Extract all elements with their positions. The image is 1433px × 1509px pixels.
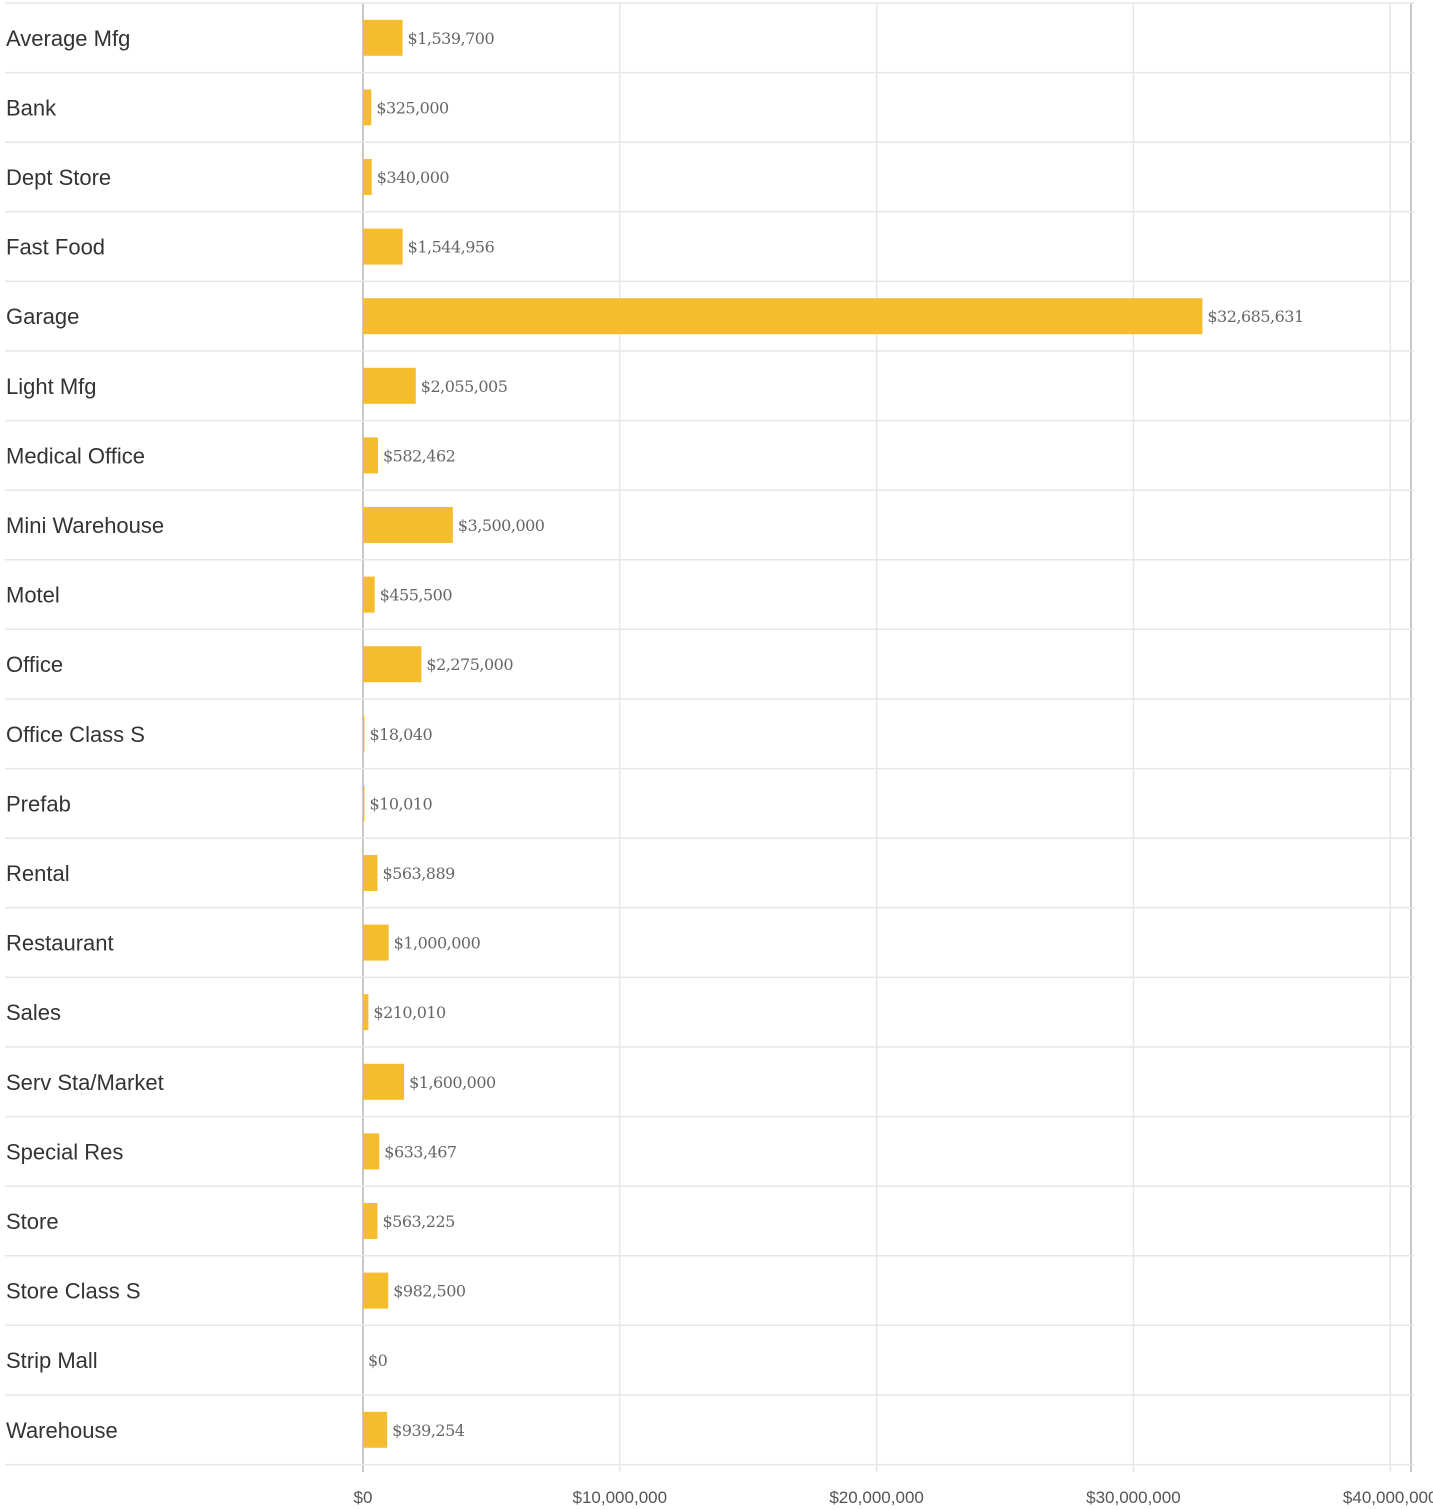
- data-label: $325,000: [376, 98, 449, 117]
- category-label: Motel: [6, 583, 60, 608]
- bar[interactable]: [363, 1063, 405, 1100]
- category-label: Office Class S: [6, 722, 145, 747]
- x-tick-label: $0: [354, 1488, 373, 1507]
- category-label: Warehouse: [6, 1418, 118, 1443]
- category-label: Sales: [6, 1000, 61, 1025]
- bar[interactable]: [363, 1411, 388, 1448]
- x-tick-label: $30,000,000: [1086, 1488, 1181, 1507]
- category-label: Serv Sta/Market: [6, 1070, 164, 1095]
- bar[interactable]: [363, 228, 403, 265]
- category-labels: Average Mfg Bank Dept Store Fast Food Garage…: [6, 26, 164, 1443]
- data-label: $0: [368, 1351, 388, 1370]
- data-label: $210,010: [373, 1003, 446, 1022]
- bar[interactable]: [363, 159, 372, 195]
- category-label: Special Res: [6, 1139, 123, 1164]
- data-label: $10,010: [370, 794, 433, 813]
- bar[interactable]: [363, 298, 1203, 335]
- data-label: $1,539,700: [408, 29, 495, 48]
- category-label: Light Mfg: [6, 374, 97, 399]
- value-labels: $1,539,700 $325,000 $340,000 $1,544,956 $32,…: [368, 29, 1304, 1440]
- bar[interactable]: [363, 994, 369, 1031]
- data-label: $939,254: [392, 1421, 465, 1440]
- data-label: $633,467: [384, 1142, 457, 1161]
- bar[interactable]: [363, 1133, 380, 1170]
- bars: [363, 19, 1203, 1448]
- category-label: Bank: [6, 95, 57, 120]
- data-label: $563,889: [382, 864, 455, 883]
- bar[interactable]: [363, 715, 365, 752]
- category-label: Average Mfg: [6, 26, 130, 51]
- category-label: Store Class S: [6, 1279, 141, 1304]
- category-label: Garage: [6, 304, 79, 329]
- bar[interactable]: [363, 437, 378, 474]
- bar[interactable]: [363, 924, 389, 961]
- data-label: $582,462: [383, 446, 455, 465]
- bar[interactable]: [363, 1203, 378, 1239]
- category-label: Fast Food: [6, 235, 105, 260]
- row-separators: [5, 2, 1414, 1466]
- bar[interactable]: [363, 507, 453, 543]
- category-label: Rental: [6, 861, 70, 886]
- bar[interactable]: [363, 785, 365, 822]
- data-label: $1,544,956: [408, 238, 495, 257]
- data-label: $2,275,000: [426, 655, 513, 674]
- category-label: Mini Warehouse: [6, 513, 164, 538]
- bar[interactable]: [363, 19, 403, 56]
- x-tick-label: $40,000,000: [1343, 1488, 1433, 1507]
- bar[interactable]: [363, 646, 422, 683]
- x-tick-label: $10,000,000: [573, 1488, 668, 1507]
- data-label: $3,500,000: [458, 516, 545, 535]
- data-label: $455,500: [380, 586, 453, 605]
- data-label: $340,000: [377, 168, 450, 187]
- category-label: Office: [6, 652, 63, 677]
- bar[interactable]: [363, 576, 375, 613]
- data-label: $2,055,005: [421, 377, 508, 396]
- bar[interactable]: [363, 855, 378, 891]
- category-label: Prefab: [6, 791, 71, 816]
- category-label: Strip Mall: [6, 1348, 98, 1373]
- bar[interactable]: [363, 1272, 389, 1309]
- data-label: $32,685,631: [1207, 307, 1303, 326]
- category-label: Store: [6, 1209, 59, 1234]
- grid-layer: [362, 3, 1412, 1472]
- data-label: $1,000,000: [394, 934, 481, 953]
- x-tick-label: $20,000,000: [829, 1488, 924, 1507]
- category-label: Restaurant: [6, 931, 114, 956]
- category-label: Dept Store: [6, 165, 111, 190]
- data-label: $1,600,000: [409, 1073, 496, 1092]
- data-label: $563,225: [382, 1212, 454, 1231]
- bar[interactable]: [363, 367, 416, 404]
- data-label: $18,040: [370, 725, 433, 744]
- category-label: Medical Office: [6, 443, 145, 468]
- data-label: $982,500: [393, 1282, 466, 1301]
- x-axis-ticks: $0 $10,000,000 $20,000,000 $30,000,000 $40,0…: [354, 1488, 1433, 1507]
- bar[interactable]: [363, 89, 372, 126]
